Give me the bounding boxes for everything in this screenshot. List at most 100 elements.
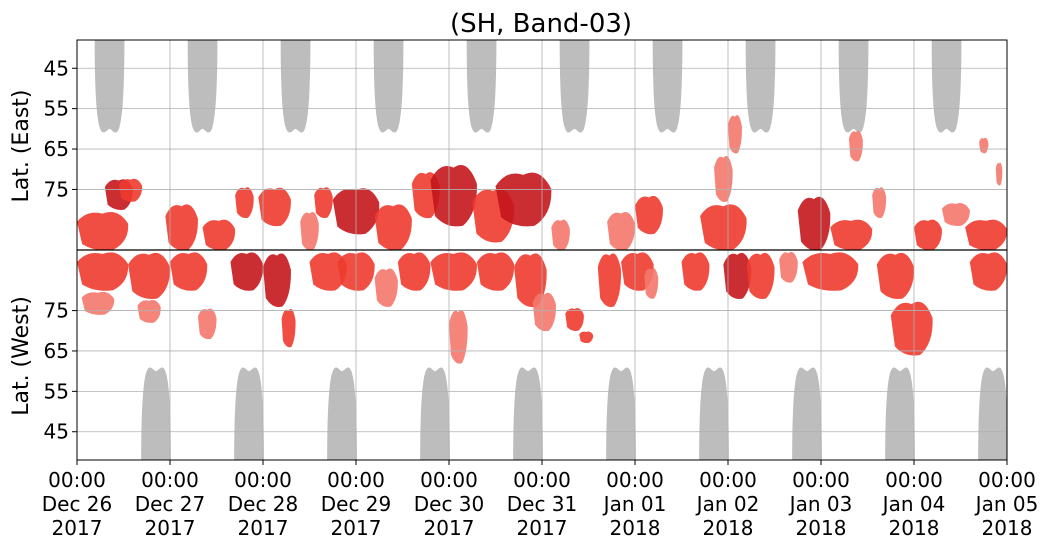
echo-region-57 (965, 219, 1007, 251)
daylight-west-4 (513, 367, 543, 460)
echo-region-52 (872, 187, 887, 219)
echo-region-2 (81, 291, 115, 315)
y-tick-label-east-3: 75 (44, 177, 69, 201)
echo-region-46 (746, 252, 775, 299)
echo-region-58 (969, 252, 1007, 291)
x-tick-label-5-line-0: 00:00 (513, 468, 571, 492)
daylight-west-1 (234, 367, 264, 460)
echo-region-30 (495, 172, 552, 227)
echo-region-33 (551, 219, 570, 251)
echo-region-51 (848, 130, 863, 162)
echo-region-32 (532, 292, 556, 332)
echo-region-48 (797, 196, 831, 251)
echo-region-53 (876, 252, 915, 299)
x-tick-label-8-line-2: 2018 (796, 516, 847, 540)
echo-region-15 (281, 308, 296, 348)
echo-region-27 (449, 309, 468, 364)
y-tick-labels: 45 55 65 75 75 65 55 45 (44, 56, 77, 444)
echo-region-39 (635, 195, 663, 235)
x-tick-label-8-line-1: Jan 03 (788, 492, 853, 516)
echo-region-29 (476, 252, 515, 291)
echo-region-56 (941, 202, 970, 227)
y-tick-label-west-0: 75 (44, 299, 69, 323)
echo-region-54 (890, 301, 933, 356)
daylight-east-6 (652, 40, 683, 133)
echo-region-17 (309, 252, 347, 291)
echo-region-60 (995, 162, 1003, 186)
daylight-east-7 (745, 40, 776, 133)
x-tick-label-3-line-1: Dec 29 (321, 492, 392, 516)
echo-region-34 (565, 307, 584, 332)
y-tick-label-east-0: 45 (44, 56, 69, 80)
daylight-east-9 (931, 40, 962, 133)
x-tick-label-9-line-1: Jan 04 (881, 492, 946, 516)
echo-region-50 (830, 219, 873, 251)
y-tick-label-west-1: 65 (44, 339, 69, 363)
y-tick-label-east-2: 65 (44, 137, 69, 161)
echo-region-31 (514, 253, 547, 308)
daylight-west-7 (792, 367, 822, 460)
daylight-layer (94, 40, 1007, 460)
x-tick-label-10-line-0: 00:00 (978, 468, 1036, 492)
echo-region-41 (681, 252, 710, 291)
echo-region-5 (128, 252, 171, 299)
x-tick-label-6-line-2: 2018 (610, 516, 661, 540)
x-tick-label-7-line-1: Jan 02 (695, 492, 760, 516)
x-tick-label-4-line-2: 2017 (424, 516, 475, 540)
daylight-east-2 (280, 40, 311, 133)
x-tick-label-1-line-1: Dec 27 (135, 492, 206, 516)
echo-region-8 (170, 252, 208, 291)
echo-region-22 (374, 268, 398, 307)
daylight-west-6 (699, 367, 729, 460)
daylight-east-0 (94, 40, 125, 133)
daylight-west-0 (141, 367, 171, 460)
x-tick-label-5-line-1: Dec 31 (507, 492, 578, 516)
echo-region-47 (779, 251, 798, 283)
x-tick-label-7-line-0: 00:00 (699, 468, 757, 492)
daylight-east-3 (373, 40, 404, 133)
x-tick-label-6-line-1: Jan 01 (602, 492, 667, 516)
daylight-west-2 (327, 367, 357, 460)
x-tick-label-1-line-0: 00:00 (141, 468, 199, 492)
x-tick-label-0-line-1: Dec 26 (42, 492, 113, 516)
y-tick-label-west-3: 45 (44, 420, 69, 444)
echo-region-37 (607, 212, 636, 251)
echo-region-36 (597, 253, 622, 308)
x-tick-label-10-line-1: Jan 05 (974, 492, 1039, 516)
y-axis-label-west: Lat. (West) (9, 296, 34, 416)
echo-region-45 (714, 155, 733, 203)
x-tick-label-8-line-0: 00:00 (792, 468, 850, 492)
daylight-west-3 (420, 367, 450, 460)
x-tick-label-1-line-2: 2017 (145, 516, 196, 540)
x-tick-label-4-line-0: 00:00 (420, 468, 478, 492)
echo-region-59 (979, 137, 989, 154)
x-tick-label-4-line-1: Dec 30 (414, 492, 485, 516)
echo-region-55 (914, 219, 942, 251)
echo-region-26 (430, 252, 477, 291)
echo-region-14 (263, 253, 291, 308)
echo-region-10 (202, 219, 236, 251)
y-axis-label-east: Lat. (East) (9, 90, 34, 203)
x-tick-label-9-line-0: 00:00 (885, 468, 943, 492)
x-tick-label-2-line-2: 2017 (238, 516, 289, 540)
x-tick-label-2-line-0: 00:00 (234, 468, 292, 492)
echo-region-12 (235, 187, 254, 219)
x-tick-label-5-line-2: 2017 (517, 516, 568, 540)
x-tick-label-10-line-2: 2018 (982, 516, 1033, 540)
x-tick-label-0-line-0: 00:00 (48, 468, 106, 492)
echo-region-6 (137, 299, 161, 323)
x-tick-label-3-line-0: 00:00 (327, 468, 385, 492)
x-tick-label-6-line-0: 00:00 (606, 468, 664, 492)
x-tick-label-7-line-2: 2018 (703, 516, 754, 540)
daylight-west-5 (606, 367, 636, 460)
